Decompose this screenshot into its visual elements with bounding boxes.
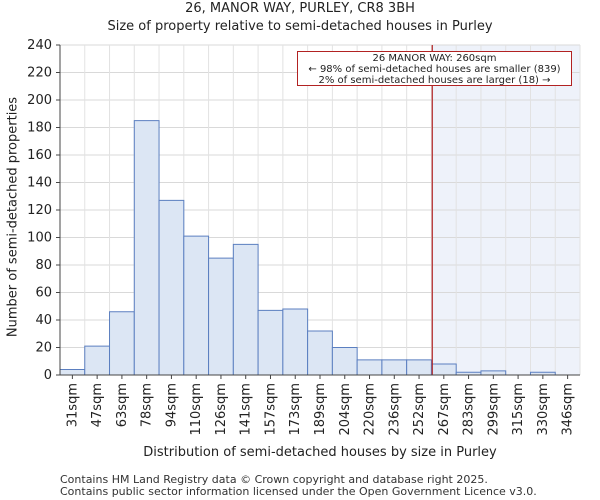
x-tick-label: 126sqm (214, 383, 229, 436)
y-tick-label: 0 (44, 368, 52, 383)
x-tick-label: 78sqm (140, 383, 155, 427)
histogram-bar (109, 311, 135, 376)
histogram-bar (307, 330, 333, 376)
y-tick-label: 180 (27, 121, 52, 136)
y-tick-label: 160 (27, 148, 52, 163)
x-tick-label: 141sqm (239, 383, 254, 436)
histogram-bar (232, 243, 259, 376)
y-tick-label: 240 (27, 38, 52, 53)
y-tick-label: 120 (27, 203, 52, 218)
histogram-bar (381, 359, 408, 376)
y-tick-label: 40 (35, 313, 52, 328)
x-tick-label: 157sqm (263, 383, 278, 436)
chart-title: 26, MANOR WAY, PURLEY, CR8 3BH (185, 1, 415, 16)
x-tick-label: 267sqm (437, 383, 452, 436)
x-tick-label: 63sqm (115, 383, 130, 427)
histogram-bar (257, 309, 284, 376)
histogram-bar (183, 235, 210, 376)
x-tick-label: 110sqm (189, 383, 204, 436)
y-tick-label: 220 (27, 66, 52, 81)
chart-subtitle: Size of property relative to semi-detach… (107, 19, 493, 34)
x-tick-label: 204sqm (338, 383, 353, 436)
annotation-line-property: 26 MANOR WAY: 260sqm (372, 53, 497, 64)
histogram-bar (282, 308, 309, 376)
x-tick-label: 189sqm (313, 383, 328, 436)
x-tick-label: 330sqm (536, 383, 551, 436)
histogram-bar (158, 199, 185, 376)
x-tick-label: 236sqm (387, 383, 402, 436)
x-axis-label: Distribution of semi-detached houses by … (143, 445, 497, 460)
histogram-bar (133, 120, 160, 376)
x-tick-label: 252sqm (412, 383, 427, 436)
histogram-bar (406, 359, 432, 376)
x-tick-label: 31sqm (65, 383, 80, 427)
y-axis-label: Number of semi-detached properties (5, 96, 21, 338)
footer-copyright: Contains HM Land Registry data © Crown c… (60, 473, 488, 486)
annotation-line-smaller: ← 98% of semi-detached houses are smalle… (308, 64, 561, 75)
x-tick-label: 94sqm (164, 383, 179, 427)
annotation-line-larger: 2% of semi-detached houses are larger (1… (318, 75, 551, 86)
x-tick-label: 315sqm (511, 383, 526, 436)
x-tick-label: 173sqm (288, 383, 303, 436)
histogram-bar (356, 359, 383, 376)
y-tick-label: 60 (35, 286, 52, 301)
x-tick-label: 47sqm (90, 383, 105, 427)
y-tick-label: 100 (27, 231, 52, 246)
histogram-bar (331, 347, 358, 376)
histogram-bar (59, 369, 86, 376)
y-tick-label: 140 (27, 176, 52, 191)
histogram-bar (480, 370, 507, 376)
x-tick-label: 283sqm (462, 383, 477, 436)
x-tick-label: 346sqm (561, 383, 576, 436)
x-tick-label: 299sqm (486, 383, 501, 436)
histogram-bar (84, 345, 111, 376)
histogram-bar (430, 363, 457, 376)
histogram-bar (208, 257, 234, 376)
property-annotation-box: 26 MANOR WAY: 260sqm ← 98% of semi-detac… (297, 51, 572, 86)
y-tick-label: 80 (35, 258, 52, 273)
footer-licence: Contains public sector information licen… (60, 485, 537, 498)
y-tick-label: 200 (27, 93, 52, 108)
y-tick-label: 20 (35, 341, 52, 356)
x-tick-label: 220sqm (363, 383, 378, 436)
